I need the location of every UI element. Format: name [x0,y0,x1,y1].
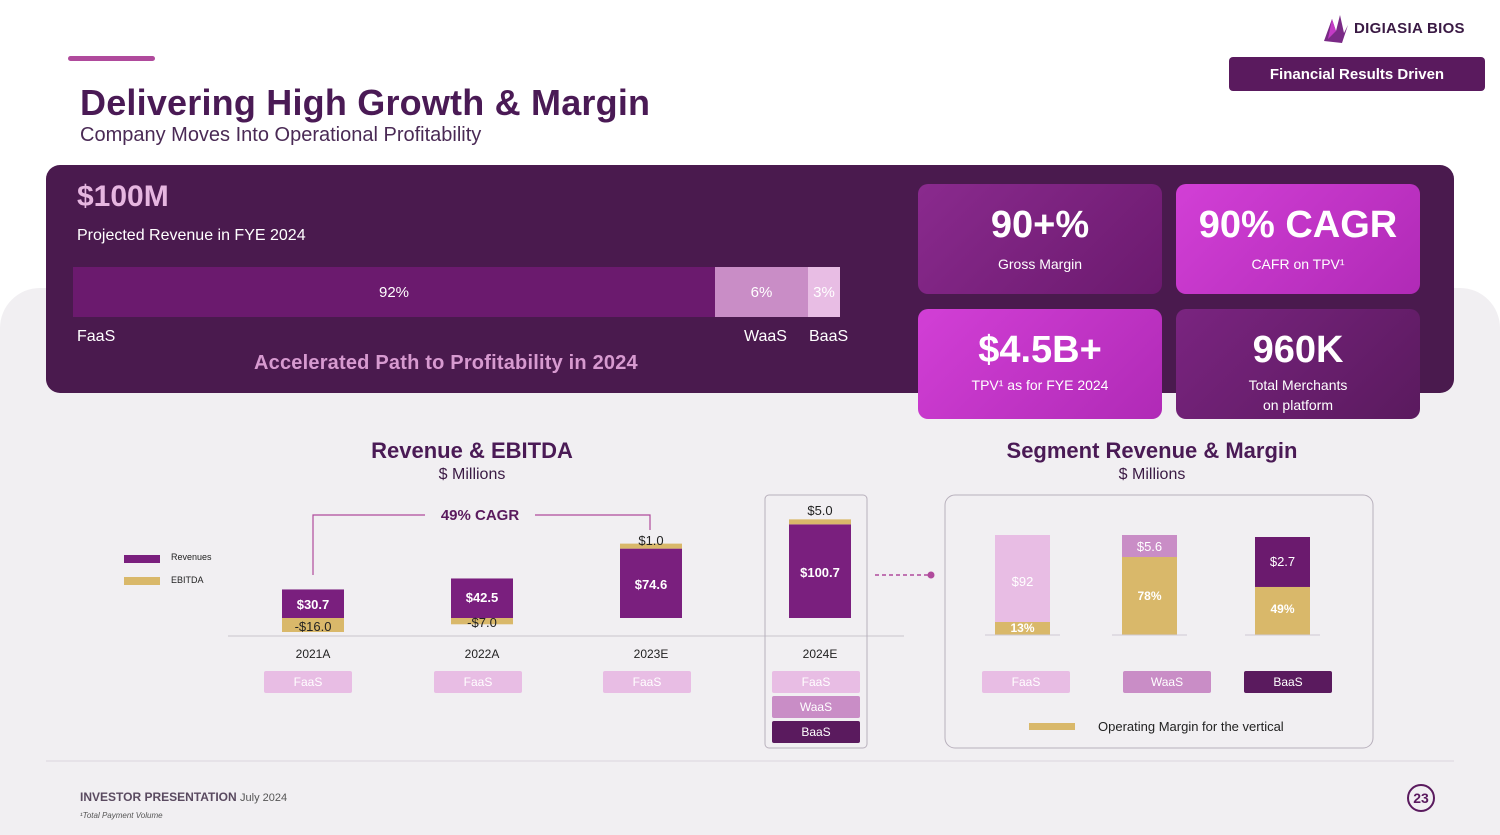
segment-chart-frame [944,494,1374,749]
segment-chip-waas: WaaS [1123,671,1211,693]
revenue-chart-unit: $ Millions [438,466,506,483]
chip-2022-faas: FaaS [434,671,522,693]
logo-text: DIGIASIA BIOS [1354,19,1465,37]
waas-margin-label: 78% [1137,589,1162,603]
page-subtitle: Company Moves Into Operational Profitabi… [80,124,482,146]
revenue-bar-2024 [789,524,851,618]
kpi-gross-margin-value: 90+% [990,204,1090,246]
legend-revenues-swatch [124,555,160,563]
baas-margin-bar [1255,586,1310,635]
revenue-chart-title: Revenue & EBITDA [371,438,573,463]
highlight-2024-box [764,494,868,749]
waas-share-label: 6% [750,283,773,301]
segment-chart-unit: $ Millions [1118,466,1186,483]
projected-revenue-label: Projected Revenue in FYE 2024 [77,227,306,244]
segment-chip-baas: BaaS [1244,671,1332,693]
kpi-cagr-value: 90% CAGR [1198,204,1398,246]
ebitda-bar-2022 [451,618,513,625]
revenue-bar-2022 [451,578,513,618]
year-label-2022: 2022A [464,647,500,661]
kpi-cagr: 90% CAGR CAFR on TPV¹ [1176,184,1420,294]
footer-divider [46,760,1454,762]
revenue-chart [124,494,935,749]
section-badge: Financial Results Driven [1229,57,1485,91]
cagr-bracket-right [528,514,651,530]
baas-share-bar: 3% [808,267,840,317]
chip-2023-faas: FaaS [603,671,691,693]
kpi-merchants: 960K Total Merchants on platform [1176,309,1420,419]
ebitda-label-2024: $5.0 [807,503,833,518]
faas-margin-label: 13% [1010,621,1035,635]
segment-chip-faas: FaaS [982,671,1070,693]
revenue-label-2023: $74.6 [634,577,668,592]
chip-2021-faas: FaaS [264,671,352,693]
waas-bar-name: WaaS [744,328,787,345]
chip-2024-waas: WaaS [772,696,860,718]
kpi-tpv-label: TPV¹ as for FYE 2024 [971,377,1109,393]
waas-revenue-bar [1122,535,1177,557]
footnote: ¹Total Payment Volume [80,811,163,820]
baas-value-label: $2.7 [1269,554,1296,569]
waas-share-bar: 6% [715,267,808,317]
legend-revenues-label: Revenues [171,552,212,562]
revenue-label-2024: $100.7 [800,565,840,580]
faas-share-bar: 92% [73,267,715,317]
segment-chart [944,494,1374,749]
crane-logo-icon [1324,15,1348,43]
profitability-tagline: Accelerated Path to Profitability in 202… [254,352,638,374]
ebitda-bar-2021 [282,618,344,632]
ebitda-label-2022: -$7.0 [467,615,497,630]
baas-margin-label: 49% [1270,602,1295,616]
year-label-2021: 2021A [295,647,331,661]
company-logo: DIGIASIA BIOS [1322,8,1470,48]
page-number: 23 [1407,784,1435,812]
faas-revenue-bar [995,535,1050,622]
revenue-label-2021: $30.7 [296,597,330,612]
kpi-gross-margin: 90+% Gross Margin [918,184,1162,294]
cagr-label: 49% CAGR [425,507,535,524]
year-label-2023: 2023E [633,647,669,661]
revenue-label-2022: $42.5 [465,590,499,605]
chip-2024-baas: BaaS [772,721,860,743]
kpi-tpv: $4.5B+ TPV¹ as for FYE 2024 [918,309,1162,419]
kpi-tpv-value: $4.5B+ [978,329,1102,371]
footer-date: July 2024 [240,792,288,804]
page-title: Delivering High Growth & Margin [80,82,651,123]
year-label-2024: 2024E [802,647,838,661]
kpi-merchants-value: 960K [1252,329,1344,371]
segment-chart-title: Segment Revenue & Margin [1006,438,1298,463]
faas-value-label: $92 [1011,574,1034,589]
ebitda-label-2023: $1.0 [638,533,664,548]
segment-connector-dot [927,571,935,579]
cagr-bracket-left [312,514,435,575]
accent-bar [68,56,155,61]
waas-margin-bar [1122,557,1177,635]
baas-bar-name: BaaS [809,328,849,345]
ebitda-label-2021: -$16.0 [294,619,332,634]
baas-revenue-bar [1255,537,1310,587]
ebitda-bar-2024 [789,519,851,525]
footer-presentation: INVESTOR PRESENTATION July 2024 [80,790,287,804]
kpi-merchants-label-2: on platform [1262,397,1334,414]
faas-bar-name: FaaS [77,328,116,345]
revenue-bar-2023 [620,548,682,618]
baas-share-label: 3% [813,283,835,301]
waas-value-label: $5.6 [1136,539,1163,554]
footer-presentation-name: INVESTOR PRESENTATION [80,790,237,804]
faas-share-label: 92% [378,283,410,301]
kpi-cagr-label: CAFR on TPV¹ [1251,256,1345,272]
margin-legend-swatch [1029,723,1075,730]
projected-revenue-value: $100M [77,180,169,213]
legend-ebitda-label: EBITDA [171,575,204,585]
kpi-merchants-label-1: Total Merchants [1248,377,1348,393]
ebitda-bar-2023 [620,543,682,549]
chip-2024-faas: FaaS [772,671,860,693]
legend-ebitda-swatch [124,577,160,585]
faas-margin-bar [995,622,1050,635]
kpi-gross-margin-label: Gross Margin [997,256,1083,272]
margin-legend-label: Operating Margin for the vertical [1098,719,1284,734]
revenue-bar-2021 [282,589,344,618]
